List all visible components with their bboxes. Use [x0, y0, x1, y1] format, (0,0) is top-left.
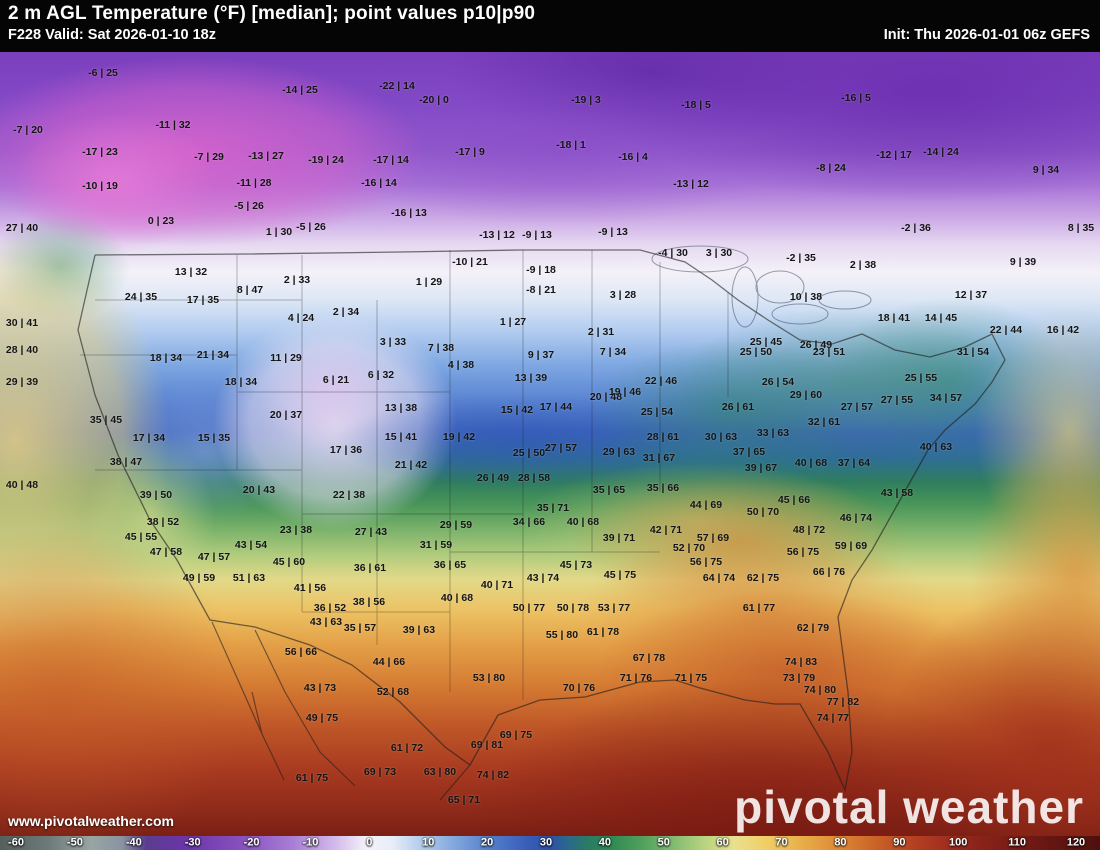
colorbar-tick-label: 60: [716, 836, 729, 849]
colorbar-tick-label: 120: [1066, 836, 1086, 849]
coastline-borders: [77, 249, 1006, 793]
colorbar-tick-label: 80: [834, 836, 847, 849]
colorbar-ticks: -60 -50 -40 -30 -20 -10 0 10 20 30 40 50 60 70 80 90 100…: [0, 836, 1100, 850]
valid-time-label: F228 Valid: Sat 2026-01-10 18z: [8, 27, 216, 43]
colorbar-tick-label: -60: [8, 836, 24, 849]
colorbar: -60 -50 -40 -30 -20 -10 0 10 20 30 40 50 60 70 80 90 100…: [0, 836, 1100, 850]
colorbar-tick-label: 30: [539, 836, 553, 849]
colorbar-tick-label: 90: [893, 836, 906, 849]
colorbar-tick-label: 100: [949, 836, 968, 849]
site-url-watermark: www.pivotalweather.com: [8, 813, 174, 829]
mexico-baja-outline: [211, 621, 471, 801]
colorbar-tick-label: 40: [598, 836, 611, 849]
colorbar-tick-label: -50: [66, 836, 83, 849]
colorbar-tick-label: 0: [366, 836, 373, 849]
colorbar-tick-label: 10: [422, 836, 435, 849]
pivotal-weather-watermark: pivotal weather: [734, 781, 1084, 833]
page-title: 2 m AGL Temperature (°F) [median]; point…: [8, 3, 536, 24]
colorbar-tick-label: -10: [302, 836, 319, 849]
init-time-label: Init: Thu 2026-01-01 06z GEFS: [883, 27, 1090, 43]
colorbar-tick-label: -20: [243, 836, 260, 849]
colorbar-tick-label: 110: [1008, 836, 1026, 849]
colorbar-tick-label: -30: [184, 836, 201, 849]
state-boundaries: [80, 250, 729, 700]
colorbar-tick-label: 50: [657, 836, 670, 849]
colorbar-tick-label: 70: [775, 836, 788, 849]
great-lakes-outline: [651, 245, 872, 328]
map-canvas[interactable]: [0, 52, 1100, 836]
temperature-field: [0, 52, 1100, 836]
colorbar-tick-label: 20: [480, 836, 494, 849]
colorbar-tick-label: -40: [125, 836, 142, 849]
header-bar: 2 m AGL Temperature (°F) [median]; point…: [0, 0, 1100, 52]
